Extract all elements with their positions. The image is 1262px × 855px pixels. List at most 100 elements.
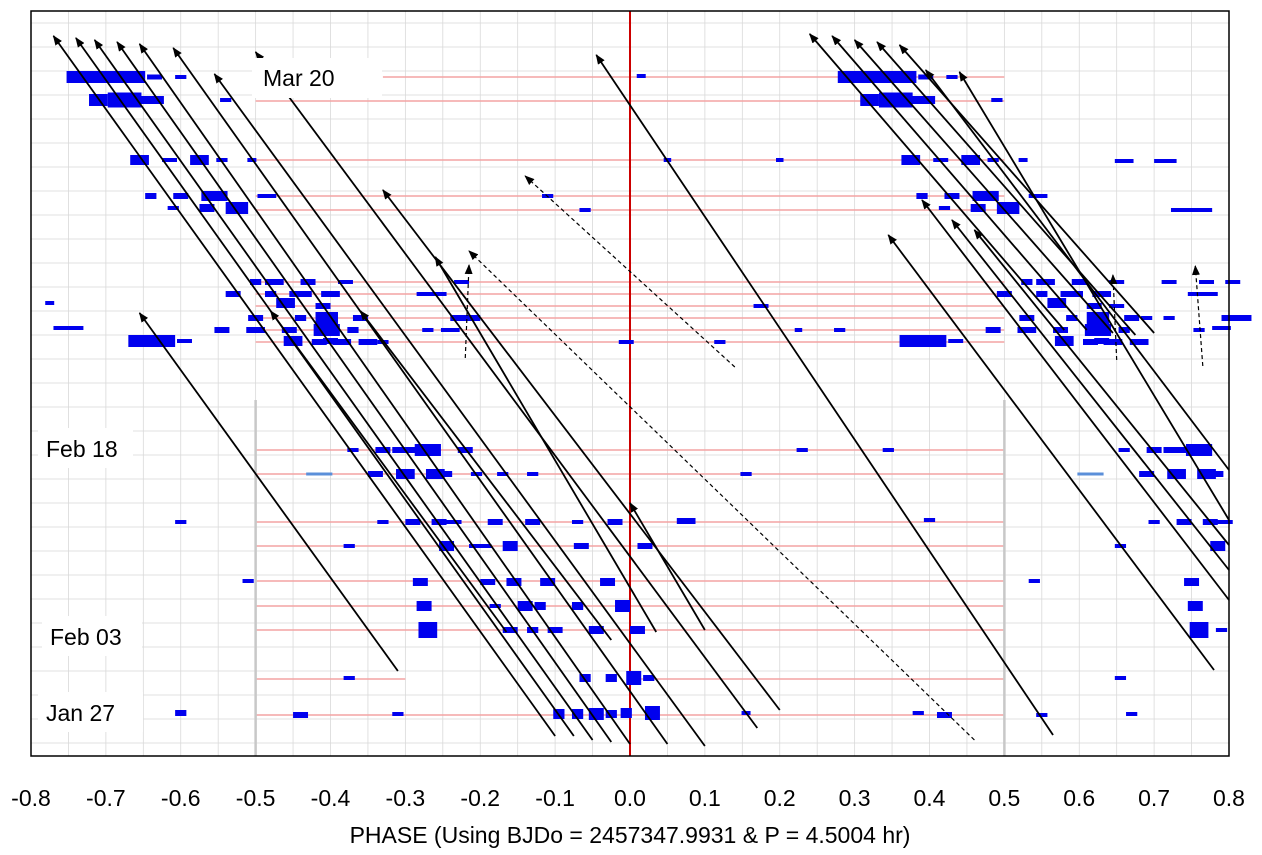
dip-marker <box>418 622 438 638</box>
x-tick-label: 0.0 <box>614 785 646 811</box>
dip-marker <box>469 544 492 548</box>
dip-marker <box>517 601 533 611</box>
dip-marker <box>1066 315 1078 321</box>
dip-marker <box>991 98 1003 102</box>
dip-marker <box>489 604 501 608</box>
dip-marker <box>173 193 189 199</box>
dip-marker <box>1060 291 1083 297</box>
dip-marker <box>776 158 784 162</box>
dip-marker <box>201 191 228 201</box>
dip-marker <box>343 544 355 548</box>
dip-marker <box>175 75 187 79</box>
dip-marker <box>944 193 960 199</box>
dip-marker <box>1174 447 1194 453</box>
dip-marker <box>107 92 142 108</box>
dip-marker <box>367 471 383 477</box>
drift-line <box>172 47 669 745</box>
dip-marker <box>293 712 309 718</box>
dip-marker <box>938 206 951 210</box>
dip-marker <box>281 327 297 333</box>
dip-marker <box>1212 326 1231 330</box>
dip-marker <box>53 326 84 330</box>
date-label-mar20: Mar 20 <box>263 65 335 91</box>
drift-line <box>595 54 1054 736</box>
drift-line <box>876 41 1137 336</box>
dip-marker <box>1141 316 1153 320</box>
x-tick-label: 0.6 <box>1063 785 1095 811</box>
dip-marker <box>257 194 277 198</box>
dip-marker <box>439 520 462 524</box>
x-tick-label: 0.8 <box>1213 785 1245 811</box>
dip-marker <box>579 208 591 212</box>
dip-marker <box>162 158 178 162</box>
dip-marker <box>1118 448 1130 452</box>
dip-marker <box>920 335 947 347</box>
dip-marker <box>794 328 803 332</box>
drift-line <box>213 73 706 747</box>
x-tick-label: 0.5 <box>988 785 1020 811</box>
dip-marker <box>392 447 411 453</box>
dip-marker <box>218 328 226 332</box>
dip-marker <box>1036 713 1048 717</box>
dip-marker <box>1109 304 1125 308</box>
x-tick-label: -0.4 <box>311 785 351 811</box>
dip-marker-faint <box>306 472 333 476</box>
dip-marker <box>547 627 563 633</box>
date-label-bg-feb03 <box>42 616 142 656</box>
dip-marker <box>1103 339 1123 345</box>
dip-marker <box>332 339 352 345</box>
date-label-bg-jan27 <box>38 692 143 732</box>
dip-marker <box>912 711 924 715</box>
date-label-bg-feb18 <box>38 428 133 468</box>
dip-marker <box>534 602 546 610</box>
dip-marker <box>1184 578 1200 586</box>
dip-marker <box>637 543 653 549</box>
dip-marker <box>1084 324 1112 336</box>
dip-marker <box>837 71 917 83</box>
date-label-jan27: Jan 27 <box>46 700 115 726</box>
dip-marker <box>506 578 522 586</box>
dip-marker <box>1028 194 1048 198</box>
dip-marker <box>1187 292 1218 296</box>
dip-marker <box>740 472 752 476</box>
x-tick-label: 0.4 <box>914 785 946 811</box>
dip-marker <box>45 301 55 305</box>
dip-marker <box>311 339 327 345</box>
dip-marker <box>923 518 936 522</box>
dip-marker <box>1210 520 1233 524</box>
dip-marker <box>753 304 769 308</box>
dip-marker <box>405 519 421 525</box>
x-tick-label: 0.2 <box>764 785 796 811</box>
dip-marker <box>796 448 808 452</box>
dip-marker <box>525 519 541 525</box>
dip-marker <box>615 600 630 612</box>
x-tick-labels: -0.8 -0.7 -0.6 -0.5 -0.4 -0.3 -0.2 -0.1 0.0 0.1 0.… <box>11 785 1245 811</box>
dip-marker <box>220 98 232 102</box>
dip-marker <box>579 674 591 682</box>
dip-marker <box>343 676 355 680</box>
dip-marker <box>323 338 338 344</box>
x-axis-title: PHASE (Using BJDo = 2457347.9931 & P = 4… <box>350 822 911 848</box>
dip-marker <box>1036 291 1048 297</box>
dip-marker <box>948 339 964 343</box>
dip-marker <box>440 471 453 477</box>
drift-line <box>925 69 1230 471</box>
dip-marker <box>644 706 660 720</box>
plot-frame <box>30 10 1230 757</box>
dip-layer <box>45 71 1252 720</box>
dip-marker <box>1197 469 1216 479</box>
x-tick-label: 0.7 <box>1138 785 1170 811</box>
dip-marker <box>276 298 295 308</box>
dip-marker <box>416 601 432 611</box>
dip-marker <box>1017 327 1037 333</box>
dip-marker <box>403 447 423 453</box>
drift-line-dashed <box>1109 274 1118 361</box>
drift-line <box>898 44 1155 334</box>
drift-line <box>951 219 1230 571</box>
dip-marker <box>412 578 428 586</box>
dip-marker <box>175 710 187 716</box>
drift-line <box>809 33 1065 331</box>
dip-marker <box>1019 315 1035 321</box>
x-tick-label: -0.3 <box>386 785 426 811</box>
